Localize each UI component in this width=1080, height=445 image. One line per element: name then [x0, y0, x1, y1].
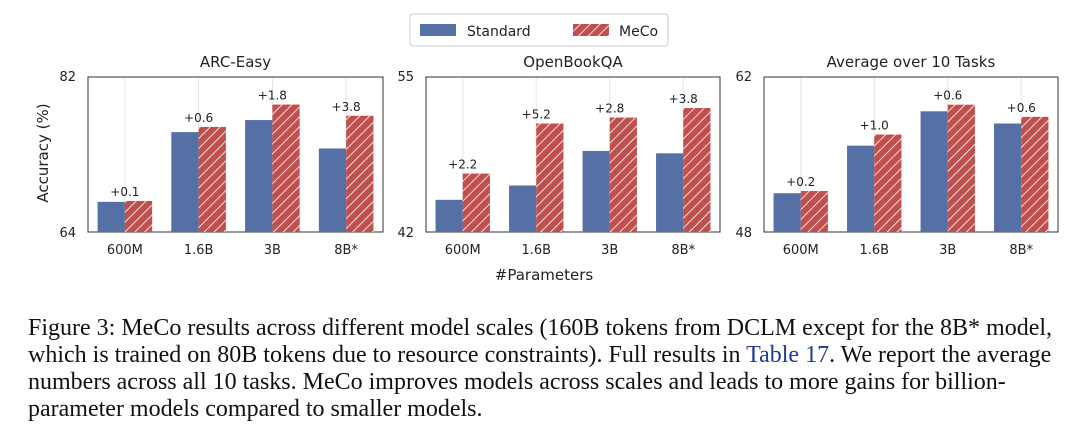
bar-standard	[318, 148, 347, 232]
x-tick-label: 3B	[264, 243, 281, 258]
bar-meco	[874, 134, 902, 232]
chart-panels: ARC-Easy 82 64 +0.1 600M +0.6 1.6B +1.8 3B +3.8 8B…	[59, 53, 1059, 258]
bar-standard	[245, 120, 273, 232]
chart-panel-1: OpenBookQA 55 42 +2.2 600M +5.2 1.6B +2.8 3B +3.8…	[397, 53, 721, 258]
x-tick-label: 600M	[783, 243, 819, 258]
bar-meco	[462, 173, 490, 232]
x-tick-label: 3B	[601, 243, 618, 258]
bar-standard	[509, 185, 537, 232]
chart-panel-0: ARC-Easy 82 64 +0.1 600M +0.6 1.6B +1.8 3B +3.8 8B…	[59, 53, 384, 258]
bar-meco	[609, 117, 637, 232]
bar-meco	[947, 104, 975, 232]
y-tick-label: 42	[397, 226, 414, 241]
delta-annotation: +3.8	[332, 100, 361, 114]
bar-meco	[1021, 116, 1049, 232]
x-tick-label: 3B	[939, 243, 956, 258]
figure-charts: Standard MeCo Accuracy (%) #Parameters A…	[34, 13, 1059, 284]
bar-meco	[346, 115, 374, 232]
y-tick-label: 48	[735, 226, 752, 241]
delta-annotation: +5.2	[522, 108, 551, 122]
bar-standard	[920, 111, 948, 232]
bar-standard	[847, 145, 875, 232]
caption-text-start: Figure 3: MeCo results across different …	[28, 315, 1053, 368]
delta-annotation: +3.8	[669, 92, 698, 106]
bar-standard	[994, 123, 1022, 232]
legend: Standard MeCo	[409, 13, 669, 47]
delta-annotation: +0.1	[110, 185, 139, 199]
bar-meco	[272, 104, 300, 232]
caption-text-end: . We report the average numbers across a…	[28, 342, 1052, 422]
y-tick-label: 55	[397, 70, 414, 85]
bar-standard	[773, 193, 801, 232]
delta-annotation: +0.6	[1007, 101, 1036, 115]
plot-frame	[763, 76, 1059, 233]
bar-standard	[97, 201, 125, 232]
y-tick-label: 62	[735, 70, 752, 85]
chart-title: Average over 10 Tasks	[827, 53, 996, 71]
figure-caption: Figure 3: MeCo results across different …	[28, 315, 1068, 423]
x-tick-label: 600M	[107, 243, 143, 258]
chart-panel-2: Average over 10 Tasks 62 48 +0.2 600M +1.0 1.6…	[735, 53, 1059, 258]
x-tick-label: 8B*	[1009, 243, 1033, 258]
x-tick-label: 1.6B	[184, 243, 214, 258]
bar-standard	[656, 153, 684, 232]
table-reference-link[interactable]: Table 17	[746, 342, 830, 368]
bar-meco	[124, 201, 153, 232]
y-tick-label: 82	[59, 70, 76, 85]
delta-annotation: +0.6	[933, 89, 962, 103]
bar-meco	[683, 108, 711, 232]
delta-annotation: +0.2	[786, 175, 815, 189]
x-tick-label: 600M	[445, 243, 481, 258]
chart-title: ARC-Easy	[200, 53, 271, 71]
x-tick-label: 8B*	[334, 243, 358, 258]
chart-title: OpenBookQA	[523, 53, 623, 71]
x-tick-label: 1.6B	[521, 243, 551, 258]
delta-annotation: +1.0	[860, 119, 889, 133]
bar-standard	[582, 150, 610, 232]
bar-meco	[800, 191, 828, 232]
delta-annotation: +2.2	[448, 158, 477, 172]
legend-box	[409, 13, 669, 47]
bar-standard	[435, 199, 463, 232]
delta-annotation: +2.8	[595, 102, 624, 116]
delta-annotation: +1.8	[258, 89, 287, 103]
x-axis-label: #Parameters	[495, 266, 594, 284]
plot-frame	[425, 76, 721, 233]
bar-standard	[171, 132, 199, 232]
delta-annotation: +0.6	[184, 111, 213, 125]
plot-frame	[87, 76, 384, 233]
y-axis-label: Accuracy (%)	[34, 103, 52, 202]
y-tick-label: 64	[59, 226, 76, 241]
legend-swatch-meco	[573, 24, 609, 36]
legend-swatch-standard	[420, 24, 456, 36]
x-tick-label: 8B*	[671, 243, 695, 258]
bar-meco	[198, 126, 226, 232]
legend-label-meco: MeCo	[619, 24, 658, 40]
x-tick-label: 1.6B	[859, 243, 889, 258]
legend-label-standard: Standard	[467, 24, 531, 40]
bar-meco	[536, 123, 564, 232]
